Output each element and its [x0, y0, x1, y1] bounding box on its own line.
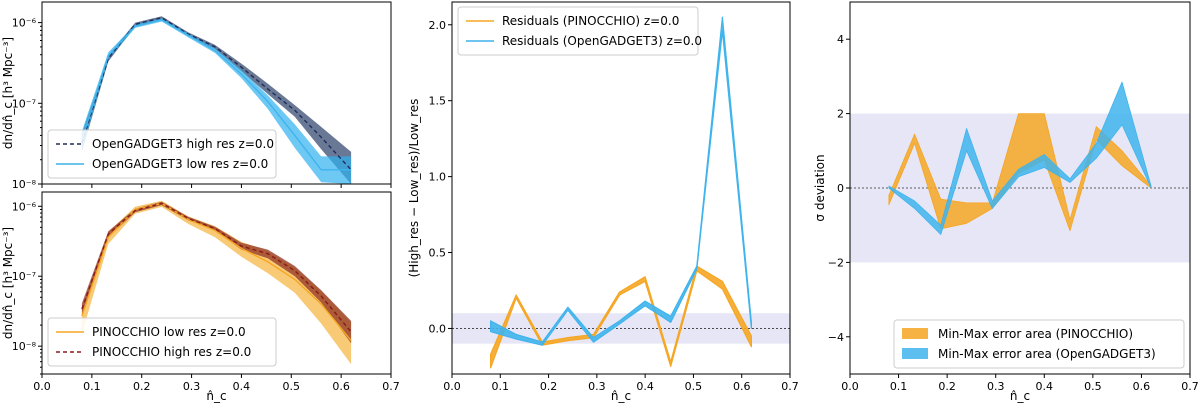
plot-area [81, 16, 352, 184]
y-tick-label: 10⁻⁶ [12, 17, 37, 30]
series-line [81, 202, 352, 342]
legend-label: OpenGADGET3 high res z=0.0 [92, 137, 274, 151]
x-tick-label: 0.2 [540, 380, 558, 393]
x-tick-label: 0.6 [733, 380, 751, 393]
plot-area [81, 200, 352, 365]
x-axis-label: n̂_c [206, 389, 226, 403]
legend-label: OpenGADGET3 low res z=0.0 [92, 157, 268, 171]
panel-top-left: 10⁻⁸ 10⁻⁷ 10⁻⁶ dn/dn̂_c [h³ Mpc⁻³] OpenGADGE… [1, 1, 392, 191]
x-tick-label: 0.5 [283, 380, 301, 393]
x-tick-label: 0.0 [443, 380, 461, 393]
y-tick-label: 10⁻⁷ [12, 97, 36, 110]
x-tick-label: 0.3 [588, 380, 606, 393]
x-tick-label: 0.6 [1133, 380, 1151, 393]
x-tick-label: 0.1 [83, 380, 101, 393]
y-tick-label: 2.0 [429, 19, 447, 32]
x-tick-label: 0.4 [636, 380, 654, 393]
y-tick-label: −2 [828, 256, 844, 269]
panel-bottom-left: 10⁻⁸ 10⁻⁷ 10⁻⁶ 0.0 0.1 0.2 0.3 0.4 0.5 0.6 0.7 n̂_c… [1, 191, 400, 403]
y-tick-label: 2 [837, 108, 844, 121]
x-tick-label: 0.4 [233, 380, 251, 393]
min-max-area [888, 81, 1152, 235]
x-tick-label: 0.3 [987, 380, 1005, 393]
legend-swatch [902, 328, 928, 339]
residual-band [490, 16, 752, 346]
x-axis-label: n̂_c [611, 389, 631, 403]
y-tick-label: 1.0 [429, 171, 447, 184]
x-tick-label: 0.1 [492, 380, 510, 393]
x-axis-label: n̂_c [1010, 389, 1030, 403]
x-tick-label: 0.7 [382, 380, 400, 393]
plot-area [452, 16, 790, 369]
y-tick-label: 10⁻⁸ [12, 178, 37, 191]
y-tick-label: 1.5 [429, 95, 447, 108]
x-tick-label: 0.7 [1181, 380, 1199, 393]
x-tick-label: 0.4 [1036, 380, 1054, 393]
y-tick-label: 10⁻⁷ [12, 270, 36, 283]
x-tick-label: 0.1 [890, 380, 908, 393]
y-axis-label: dn/dn̂_c [h³ Mpc⁻³] [1, 37, 15, 149]
panel-right: −4 −2 0 2 4 0.0 0.1 0.2 0.3 0.4 0.5 0.6 0.7 n̂_c σ dev… [813, 1, 1199, 403]
x-tick-label: 0.6 [332, 380, 350, 393]
legend-label: Residuals (OpenGADGET3) z=0.0 [502, 34, 702, 48]
x-tick-label: 0.7 [781, 380, 799, 393]
y-tick-label: −4 [828, 331, 844, 344]
y-tick-label: 10⁻⁸ [12, 340, 37, 353]
y-axis-label: σ deviation [813, 154, 827, 221]
legend-box [47, 317, 277, 367]
y-axis-label: (High_res − Low_res)/Low_res [407, 99, 421, 278]
x-tick-label: 0.5 [685, 380, 703, 393]
y-axis-label: dn/dn̂_c [h³ Mpc⁻³] [1, 227, 15, 339]
panel-middle: 0.0 0.5 1.0 1.5 2.0 0.0 0.1 0.2 0.3 0.4 0.5 0.6 0.7 n… [407, 1, 799, 403]
series-line [81, 16, 352, 171]
legend-label: PINOCCHIO high res z=0.0 [92, 345, 251, 359]
x-tick-label: 0.3 [183, 380, 201, 393]
legend-box [47, 129, 277, 179]
legend-box [893, 319, 1185, 369]
y-tick-label: 10⁻⁶ [12, 200, 37, 213]
x-tick-label: 0.2 [133, 380, 151, 393]
x-tick-label: 0.0 [33, 380, 51, 393]
series-line [81, 19, 352, 171]
legend-label: PINOCCHIO low res z=0.0 [92, 325, 246, 339]
y-tick-label: 0 [837, 182, 844, 195]
y-tick-label: 0.0 [429, 322, 447, 335]
axes-frame [41, 1, 392, 185]
legend-label: Min-Max error area (PINOCCHIO) [938, 327, 1133, 341]
y-tick-label: 0.5 [429, 247, 447, 260]
x-tick-label: 0.5 [1084, 380, 1102, 393]
x-tick-label: 0.2 [938, 380, 956, 393]
plot-area [850, 81, 1190, 263]
y-tick-label: 4 [837, 33, 844, 46]
legend-label: Min-Max error area (OpenGADGET3) [938, 347, 1156, 361]
legend-label: Residuals (PINOCCHIO) z=0.0 [502, 14, 679, 28]
axes-frame [451, 1, 791, 375]
legend-box [457, 6, 699, 56]
x-tick-label: 0.0 [841, 380, 859, 393]
residual-band [490, 265, 752, 369]
legend-swatch [902, 348, 928, 359]
